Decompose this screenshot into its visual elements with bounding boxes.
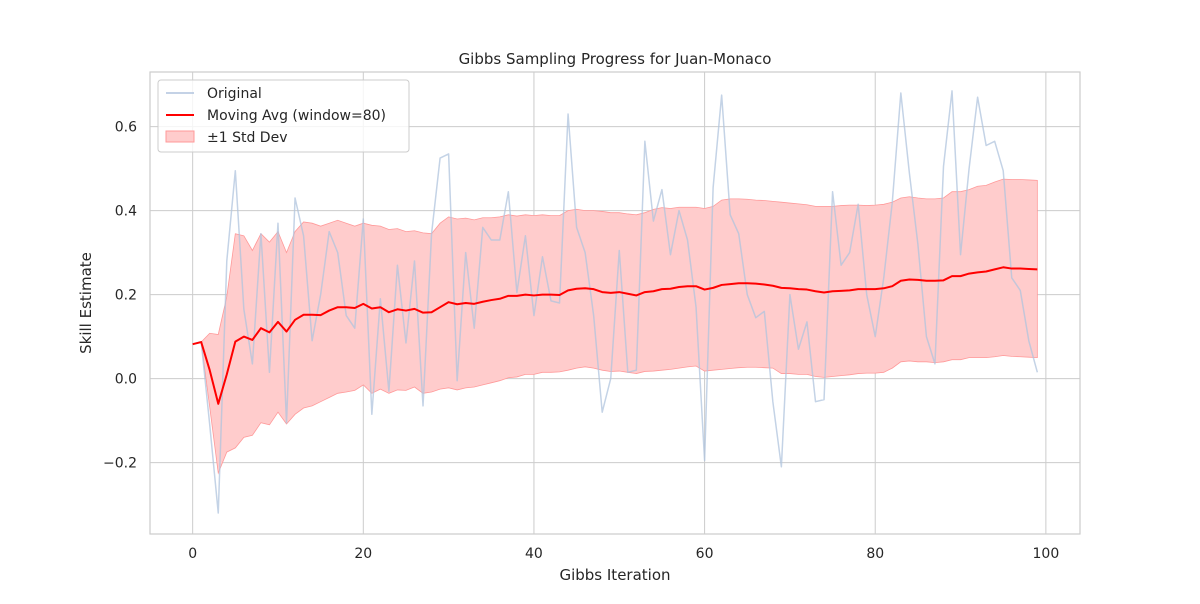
legend-label-std-dev: ±1 Std Dev: [207, 130, 287, 146]
y-tick-label: 0.0: [115, 372, 137, 388]
x-tick-labels: 0 20 40 60 80 100: [188, 546, 1059, 562]
x-tick-label: 60: [696, 546, 714, 562]
legend: Original Moving Avg (window=80) ±1 Std D…: [157, 79, 410, 153]
x-tick-label: 20: [354, 546, 372, 562]
series-line-original: [192, 90, 1039, 514]
y-tick-label: −0.2: [103, 456, 137, 472]
x-tick-label: 80: [866, 546, 884, 562]
legend-label-moving-avg: Moving Avg (window=80): [207, 108, 386, 124]
y-tick-label: 0.6: [115, 120, 137, 136]
x-tick-label: 100: [1033, 546, 1060, 562]
x-axis-label: Gibbs Iteration: [559, 566, 670, 584]
y-tick-label: 0.4: [115, 204, 137, 220]
chart-title: Gibbs Sampling Progress for Juan-Monaco: [459, 50, 772, 68]
y-tick-label: 0.2: [115, 288, 137, 304]
series-line-layer: [192, 90, 1039, 514]
legend-frame: [157, 79, 410, 153]
y-axis-label: Skill Estimate: [77, 252, 95, 354]
x-tick-label: 40: [525, 546, 543, 562]
y-tick-labels: −0.2 0.0 0.2 0.4 0.6: [103, 120, 137, 472]
series-line-moving-avg: [192, 266, 1038, 405]
legend-label-original: Original: [207, 86, 262, 102]
x-tick-label: 0: [188, 546, 197, 562]
plot-frame: [149, 71, 1081, 535]
legend-swatch-std-dev: [165, 130, 195, 143]
